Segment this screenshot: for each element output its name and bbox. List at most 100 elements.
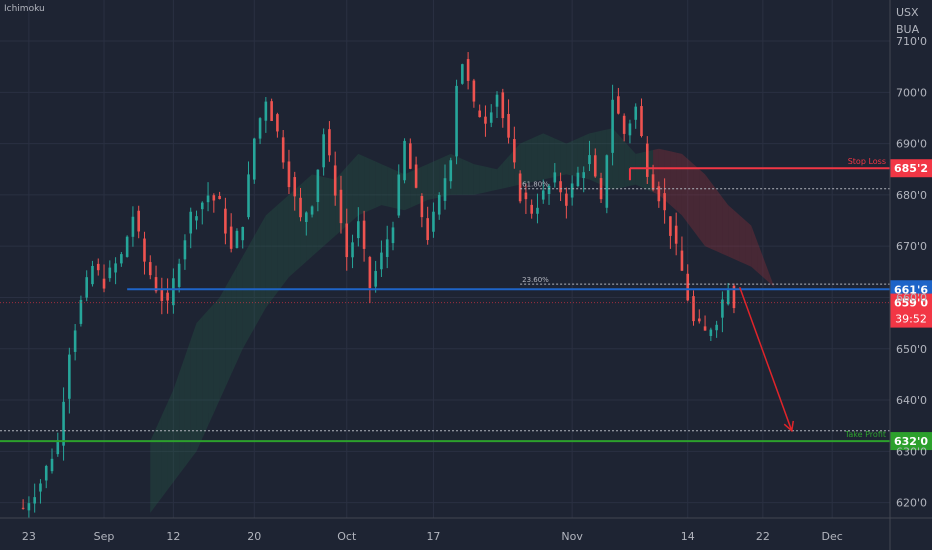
cloud-segment [520, 141, 526, 185]
x-tick-label: 12 [166, 530, 180, 543]
cloud-segment [381, 164, 388, 207]
candle-body [218, 195, 221, 200]
candle-body [437, 194, 441, 215]
candle [634, 103, 638, 129]
cloud-segment [375, 161, 382, 208]
candle [125, 235, 129, 258]
candle [339, 175, 343, 234]
x-tick-label: 14 [681, 530, 695, 543]
candle [39, 479, 42, 504]
candle-body [588, 155, 591, 165]
cloud-segment [410, 169, 417, 208]
candle-body [715, 324, 718, 331]
candle-body [617, 96, 620, 114]
candle-body [183, 240, 187, 260]
cloud-segment [202, 310, 209, 439]
candle-body [50, 458, 54, 472]
candle [385, 225, 389, 269]
candle-body [114, 263, 117, 273]
cloud-segment [664, 150, 671, 206]
cloud-segment [601, 129, 607, 188]
cloud-segment [577, 135, 584, 179]
candle [50, 448, 54, 474]
candle [622, 113, 626, 142]
candle-body [414, 164, 418, 188]
candle [518, 170, 522, 204]
candle-body [657, 186, 661, 202]
cloud-segment [768, 271, 775, 288]
candle-body [281, 137, 285, 163]
candle [44, 464, 48, 489]
level-text-stop-loss: Stop Loss [848, 157, 886, 166]
x-tick-label: 17 [426, 530, 440, 543]
candle [96, 258, 100, 276]
candle-body [530, 204, 533, 214]
currency-label: BUA [896, 23, 920, 36]
candle-body [316, 169, 320, 203]
level-text-take-profit: Take Profit [844, 430, 886, 439]
candle-body [478, 110, 481, 118]
cloud-segment [433, 158, 440, 199]
candle-body [443, 178, 447, 201]
candle [726, 282, 730, 306]
candle-body [495, 94, 499, 107]
candle [148, 255, 152, 280]
candle [328, 121, 331, 162]
cloud-segment [317, 175, 324, 252]
candle [541, 179, 545, 204]
level-tag-label: 661'6 [894, 283, 928, 296]
candle [553, 163, 557, 188]
y-tick-label: 660'0 [896, 291, 927, 304]
candle [432, 202, 435, 238]
candle [351, 234, 354, 269]
candle [200, 201, 204, 225]
candle [21, 499, 25, 510]
candle [403, 138, 406, 184]
cloud-segment [208, 303, 214, 426]
candle [85, 270, 88, 302]
candle-body [137, 210, 141, 232]
cloud-segment [329, 178, 336, 242]
y-tick-label: 650'0 [896, 343, 927, 356]
candle [362, 210, 366, 262]
candle [461, 63, 464, 85]
cloud-segment [641, 151, 648, 190]
candle-body [634, 106, 638, 120]
cloud-segment [595, 130, 602, 185]
candle-body [189, 211, 193, 234]
candle [593, 148, 597, 178]
candle-body [241, 226, 245, 241]
y-tick-label: 670'0 [896, 240, 927, 253]
candle-body [258, 118, 262, 139]
candle-body [252, 138, 256, 180]
current-price-label: 659'0 [894, 297, 928, 310]
candle-body [287, 161, 291, 188]
candle [617, 87, 620, 115]
candle [102, 264, 106, 293]
candle [56, 432, 60, 457]
cloud-segment [473, 164, 480, 195]
cloud-segment [161, 402, 168, 498]
cloud-segment [751, 225, 758, 272]
candle [565, 187, 568, 219]
candle [674, 212, 678, 256]
candle-body [409, 143, 412, 169]
y-axis: 710'0 700'0 690'0 680'0 670'0 660'0 650'0 640'0… [896, 35, 927, 510]
cloud-segment [745, 220, 752, 267]
cloud-segment [427, 161, 434, 201]
candle-body [368, 257, 372, 289]
candle-body [726, 288, 730, 305]
cloud-segment [699, 169, 706, 247]
candle-body [154, 277, 158, 292]
cloud-segment [485, 166, 492, 193]
cloud-segment [300, 179, 307, 267]
candle-body [507, 113, 510, 138]
candle [287, 149, 291, 195]
candle [281, 130, 285, 169]
candle-body [605, 155, 609, 208]
candle [218, 191, 221, 200]
cloud-segment [213, 297, 220, 413]
candle-body [264, 101, 268, 121]
